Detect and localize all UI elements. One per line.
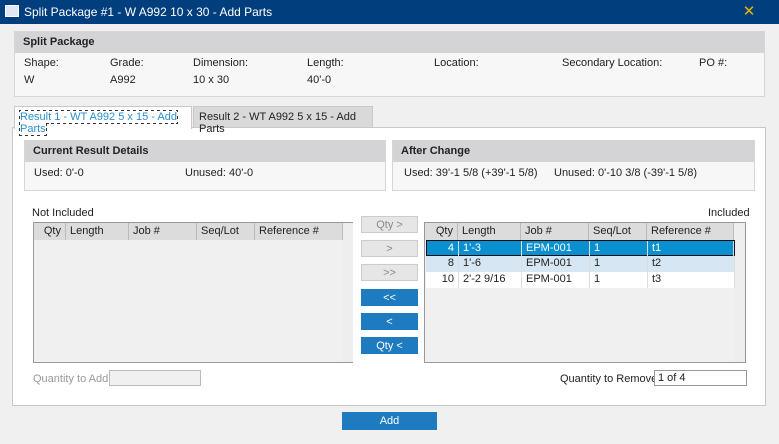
quantity-to-remove-label: Quantity to Remove: [560, 373, 661, 385]
split-package-header: Split Package [15, 32, 764, 53]
col-seq[interactable]: Seq/Lot [589, 223, 647, 240]
cell-length: 2'-2 9/16 [459, 272, 522, 288]
cell-reference: t2 [648, 256, 735, 272]
app-icon [5, 5, 19, 17]
length-label: Length: [307, 57, 344, 69]
add-button[interactable]: Add [342, 412, 437, 430]
close-icon[interactable]: ✕ [742, 3, 756, 20]
cell-job: EPM-001 [522, 256, 590, 272]
not-included-label: Not Included [32, 207, 94, 219]
secondary-location-label: Secondary Location: [562, 57, 663, 69]
cell-job: EPM-001 [522, 241, 590, 257]
quantity-to-remove-input[interactable]: 1 of 4 [654, 370, 747, 386]
after-unused: Unused: 0'-10 3/8 (-39'-1 5/8) [554, 167, 697, 179]
window-title: Split Package #1 - W A992 10 x 30 - Add … [24, 5, 273, 19]
tab-result-2-label: Result 2 - WT A992 5 x 15 - Add Parts [199, 111, 356, 135]
col-qty[interactable]: Qty [34, 223, 66, 240]
table-row[interactable]: 10 2'-2 9/16 EPM-001 1 t3 [426, 272, 735, 288]
shape-label: Shape: [24, 57, 59, 69]
grade-label: Grade: [110, 57, 144, 69]
cell-reference: t1 [648, 241, 734, 257]
grade-value: A992 [110, 74, 136, 86]
included-label: Included [708, 207, 750, 219]
col-job[interactable]: Job # [521, 223, 589, 240]
remove-one-button[interactable]: < [361, 313, 418, 330]
tab-result-1-label: Result 1 - WT A992 5 x 15 - Add Parts [19, 110, 178, 136]
scrollbar[interactable] [735, 223, 745, 362]
tab-result-2[interactable]: Result 2 - WT A992 5 x 15 - Add Parts [193, 106, 373, 135]
col-length[interactable]: Length [458, 223, 521, 240]
shape-value: W [24, 74, 35, 86]
add-all-button[interactable]: >> [361, 264, 418, 281]
not-included-grid[interactable]: Qty Length Job # Seq/Lot Reference # [33, 222, 353, 363]
title-bar: Split Package #1 - W A992 10 x 30 - Add … [0, 0, 779, 24]
col-job[interactable]: Job # [129, 223, 197, 240]
current-unused: Unused: 40'-0 [185, 167, 254, 179]
cell-job: EPM-001 [522, 272, 590, 288]
cell-seq: 1 [590, 272, 648, 288]
after-change-header: After Change [393, 141, 754, 162]
table-row[interactable]: 8 1'-6 EPM-001 1 t2 [426, 256, 735, 272]
remove-all-button[interactable]: << [361, 289, 418, 306]
table-row[interactable]: 4 1'-3 EPM-001 1 t1 [426, 240, 735, 257]
col-length[interactable]: Length [66, 223, 129, 240]
add-one-button[interactable]: > [361, 240, 418, 257]
cell-seq: 1 [590, 241, 648, 257]
qty-add-button[interactable]: Qty > [361, 216, 418, 233]
scrollbar[interactable] [343, 223, 353, 362]
quantity-to-add-label: Quantity to Add: [33, 373, 112, 385]
col-qty[interactable]: Qty [425, 223, 458, 240]
col-reference[interactable]: Reference # [647, 223, 734, 240]
cell-qty: 10 [426, 272, 459, 288]
cell-length: 1'-6 [459, 256, 522, 272]
location-label: Location: [434, 57, 479, 69]
po-label: PO #: [699, 57, 728, 69]
current-result-header: Current Result Details [25, 141, 385, 162]
included-grid[interactable]: Qty Length Job # Seq/Lot Reference # 4 1… [424, 222, 746, 363]
cell-seq: 1 [590, 256, 648, 272]
current-used: Used: 0'-0 [34, 167, 84, 179]
cell-length: 1'-3 [459, 241, 522, 257]
split-package-group: Split Package Shape: W Grade: A992 Dimen… [14, 31, 765, 97]
quantity-to-add-input[interactable] [109, 370, 201, 386]
col-seq[interactable]: Seq/Lot [197, 223, 255, 240]
dimension-label: Dimension: [193, 57, 249, 69]
after-used: Used: 39'-1 5/8 (+39'-1 5/8) [404, 167, 538, 179]
dimension-value: 10 x 30 [193, 74, 230, 86]
cell-qty: 4 [427, 241, 459, 257]
cell-reference: t3 [648, 272, 735, 288]
after-change-group: After Change Used: 39'-1 5/8 (+39'-1 5/8… [392, 140, 755, 191]
qty-remove-button[interactable]: Qty < [361, 337, 418, 354]
length-value: 40'-0 [307, 74, 332, 86]
tab-result-1[interactable]: Result 1 - WT A992 5 x 15 - Add Parts [14, 106, 192, 136]
col-reference[interactable]: Reference # [255, 223, 343, 240]
current-result-group: Current Result Details Used: 0'-0 Unused… [24, 140, 386, 191]
cell-qty: 8 [426, 256, 459, 272]
